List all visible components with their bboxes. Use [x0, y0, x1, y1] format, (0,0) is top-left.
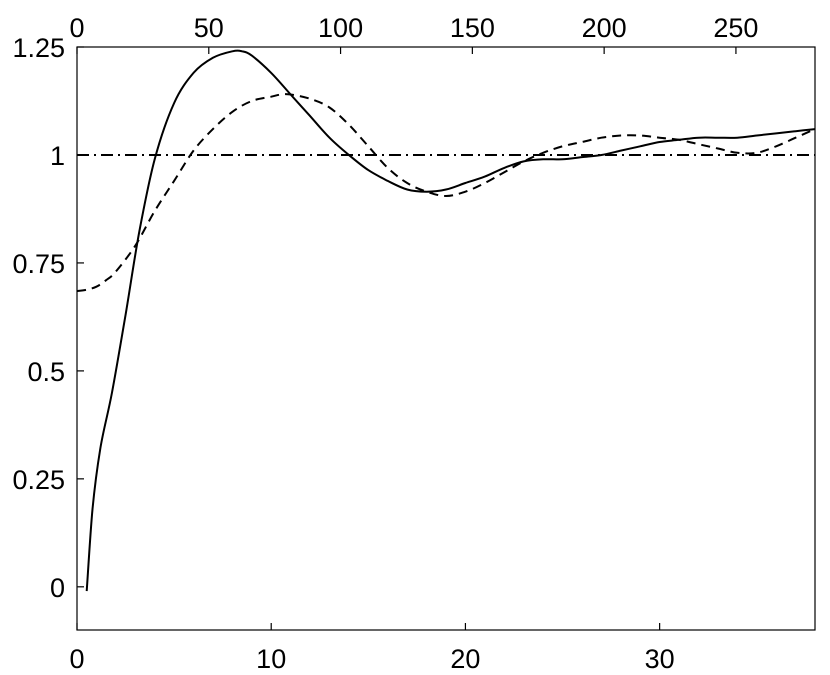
plot-frame	[76, 46, 816, 631]
x-tick-label: 30	[645, 644, 675, 674]
y-tick-label: 0	[50, 573, 65, 603]
left-y-axis-ticks: 0 0.25 0.5 0.75 1 1.25	[12, 33, 84, 603]
y-tick-label: 0.75	[12, 249, 65, 279]
bottom-x-axis-ticks: 0 10 20 30	[69, 623, 675, 674]
series-line-dashed	[76, 93, 816, 292]
y-tick-label: 1.25	[12, 33, 65, 63]
y-tick-label: 0.25	[12, 465, 65, 495]
top-x-axis-ticks: 0 50 100 150 200 250	[69, 13, 758, 54]
series-layer	[76, 49, 816, 592]
top-x-tick-label: 50	[194, 13, 224, 43]
y-tick-label: 0.5	[27, 357, 65, 387]
top-x-tick-label: 0	[69, 13, 84, 43]
top-x-tick-label: 150	[450, 13, 495, 43]
top-x-tick-label: 200	[582, 13, 627, 43]
top-x-tick-label: 250	[713, 13, 758, 43]
x-tick-label: 10	[256, 644, 286, 674]
top-x-tick-label: 100	[318, 13, 363, 43]
y-tick-label: 1	[50, 141, 65, 171]
x-tick-label: 20	[450, 644, 480, 674]
x-tick-label: 0	[69, 644, 84, 674]
series-line-solid	[85, 49, 816, 592]
